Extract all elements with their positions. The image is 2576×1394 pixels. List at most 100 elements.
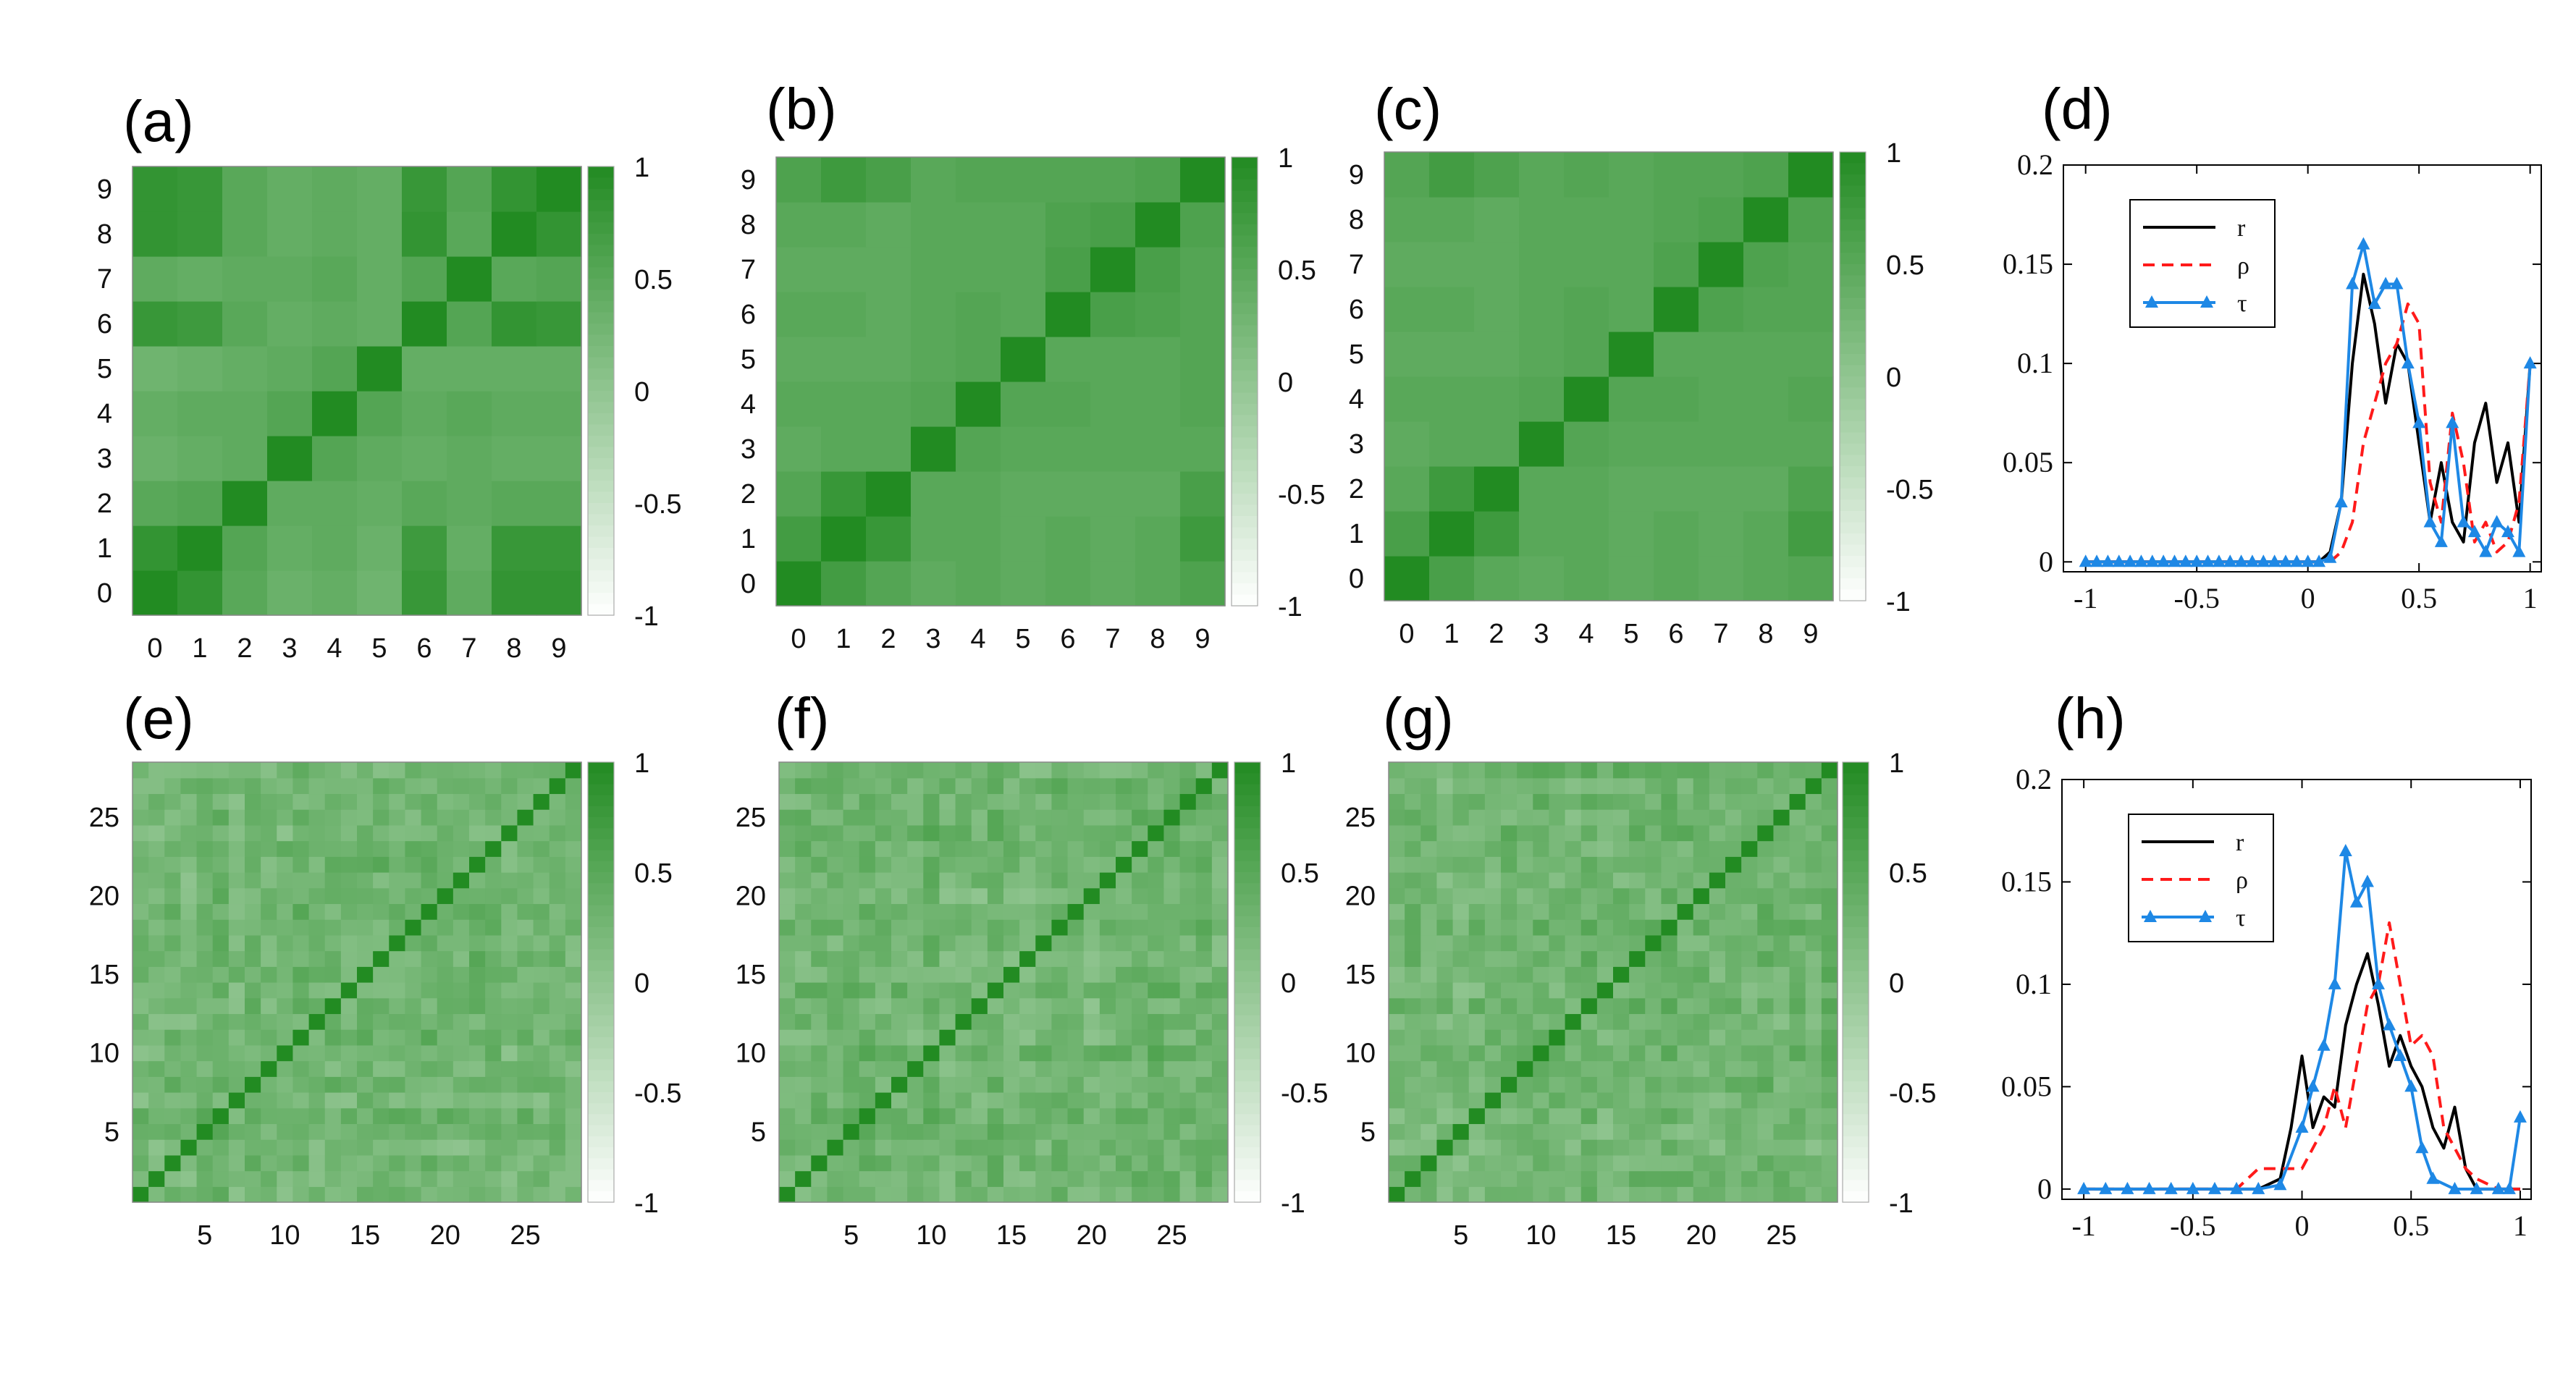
heatmap-cell — [340, 997, 358, 1015]
heatmap-cell — [340, 982, 358, 999]
heatmap-cell — [1789, 966, 1806, 983]
heatmap-cell — [1661, 762, 1678, 779]
heatmap-cell — [312, 166, 358, 212]
heatmap-cell — [308, 762, 326, 779]
heatmap-cell — [1821, 903, 1838, 920]
heatmap-cell — [1019, 966, 1036, 983]
heatmap-cell — [533, 919, 550, 936]
heatmap-cell — [389, 1029, 406, 1046]
colorbar-step — [1234, 1070, 1260, 1082]
colorbar-tick-label: 0.5 — [1886, 250, 1924, 281]
heatmap-cell — [1789, 840, 1806, 857]
heatmap-cell — [1132, 1060, 1148, 1077]
heatmap-cell — [492, 301, 537, 347]
heatmap-cell — [923, 840, 940, 857]
heatmap-cell — [1067, 824, 1085, 842]
heatmap-cell — [1821, 1154, 1838, 1172]
heatmap-cell — [987, 1044, 1004, 1062]
heatmap-cell — [875, 982, 892, 999]
heatmap-cell — [469, 887, 486, 905]
heatmap-cell — [1116, 950, 1132, 967]
heatmap-cell — [549, 1076, 566, 1093]
heatmap-cell — [549, 919, 566, 936]
heatmap-cell — [1645, 934, 1662, 952]
colorbar-step — [1232, 392, 1258, 405]
heatmap-cell — [357, 211, 403, 257]
heatmap-cell — [1693, 1029, 1710, 1046]
heatmap-cell — [843, 1044, 860, 1062]
heatmap-cell — [1741, 966, 1758, 983]
heatmap-cell — [1654, 331, 1699, 377]
heatmap-cell — [148, 1139, 165, 1156]
heatmap-cell — [517, 1013, 534, 1030]
heatmap-cell — [277, 872, 294, 889]
heatmap-cell — [357, 1154, 374, 1172]
legend-marker — [2144, 910, 2157, 922]
heatmap-cell — [1580, 824, 1598, 842]
heatmap-cell — [1533, 1029, 1550, 1046]
heatmap-cell — [485, 1123, 502, 1140]
heatmap-cell — [1468, 1060, 1486, 1077]
heatmap-cell — [859, 966, 876, 983]
heatmap-cell — [1788, 556, 1834, 601]
heatmap-cell — [402, 525, 447, 571]
heatmap-cell — [987, 840, 1004, 857]
heatmap-cell — [501, 1013, 518, 1030]
heatmap-cell — [987, 1092, 1004, 1109]
heatmap-cell — [1596, 1044, 1614, 1062]
heatmap-cell — [1645, 997, 1662, 1015]
heatmap-cell — [1757, 1170, 1775, 1187]
heatmap-cell — [1452, 903, 1470, 920]
heatmap-cell — [389, 1044, 406, 1062]
colorbar-step — [1840, 152, 1866, 164]
heatmap-cell — [1805, 982, 1822, 999]
heatmap-cell — [1709, 919, 1726, 936]
colorbar-step — [1840, 331, 1866, 344]
heatmap-cell — [859, 809, 876, 826]
heatmap-cell — [1452, 1123, 1470, 1140]
heatmap-cell — [1067, 1013, 1085, 1030]
colorbar-tick-label: 1 — [634, 153, 649, 183]
heatmap-cell — [1580, 840, 1598, 857]
heatmap-cell — [1677, 1013, 1694, 1030]
x-tick-label: 0 — [791, 624, 806, 654]
heatmap-cell — [485, 840, 502, 857]
colorbar-step — [588, 525, 614, 538]
heatmap-cell — [1613, 919, 1630, 936]
heatmap-cell — [292, 793, 310, 810]
heatmap-cell — [891, 824, 908, 842]
heatmap-cell — [1757, 856, 1775, 873]
x-tick-label: 5 — [197, 1220, 212, 1251]
heatmap-cell — [447, 525, 492, 571]
heatmap-cell — [357, 777, 374, 795]
heatmap-cell — [549, 809, 566, 826]
heatmap-cell — [971, 856, 988, 873]
heatmap-cell — [811, 1060, 828, 1077]
heatmap-cell — [955, 777, 972, 795]
heatmap-cell — [148, 1076, 165, 1093]
heatmap-cell — [453, 1123, 470, 1140]
heatmap-cell — [843, 982, 860, 999]
heatmap-cell — [180, 887, 198, 905]
heatmap-cell — [955, 1044, 972, 1062]
heatmap-cell — [939, 1076, 956, 1093]
heatmap-cell — [340, 966, 358, 983]
heatmap-cell — [357, 1170, 374, 1187]
heatmap-cell — [1389, 982, 1405, 999]
heatmap-cell — [245, 809, 261, 826]
heatmap-cell — [261, 887, 277, 905]
heatmap-cell — [1180, 202, 1226, 248]
heatmap-cell — [811, 762, 828, 779]
heatmap-cell — [1757, 887, 1775, 905]
heatmap-cell — [1549, 1013, 1566, 1030]
heatmap-cell — [373, 1092, 390, 1109]
heatmap-cell — [911, 516, 956, 562]
colorbar-tick-label: 1 — [1278, 143, 1293, 174]
series-marker — [2290, 554, 2304, 567]
heatmap-cell — [261, 919, 277, 936]
heatmap-cell — [987, 903, 1004, 920]
colorbar-step — [1234, 1169, 1260, 1181]
heatmap-cell — [1179, 966, 1197, 983]
heatmap-cell — [971, 887, 988, 905]
heatmap-cell — [1533, 950, 1550, 967]
